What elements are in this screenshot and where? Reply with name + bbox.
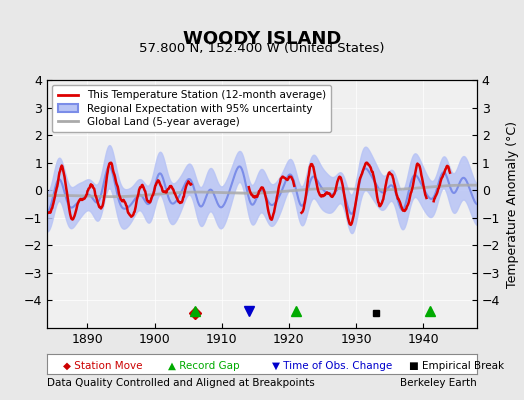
- Legend: This Temperature Station (12-month average), Regional Expectation with 95% uncer: This Temperature Station (12-month avera…: [52, 85, 331, 132]
- Text: ▲ Record Gap: ▲ Record Gap: [168, 361, 239, 371]
- Y-axis label: Temperature Anomaly (°C): Temperature Anomaly (°C): [506, 120, 519, 288]
- Text: ◆ Station Move: ◆ Station Move: [63, 361, 143, 371]
- Text: WOODY ISLAND: WOODY ISLAND: [183, 30, 341, 48]
- Text: Berkeley Earth: Berkeley Earth: [400, 378, 477, 388]
- Text: Data Quality Controlled and Aligned at Breakpoints: Data Quality Controlled and Aligned at B…: [47, 378, 315, 388]
- Text: 57.800 N, 152.400 W (United States): 57.800 N, 152.400 W (United States): [139, 42, 385, 55]
- Text: ■ Empirical Break: ■ Empirical Break: [409, 361, 504, 371]
- Text: ▼ Time of Obs. Change: ▼ Time of Obs. Change: [272, 361, 392, 371]
